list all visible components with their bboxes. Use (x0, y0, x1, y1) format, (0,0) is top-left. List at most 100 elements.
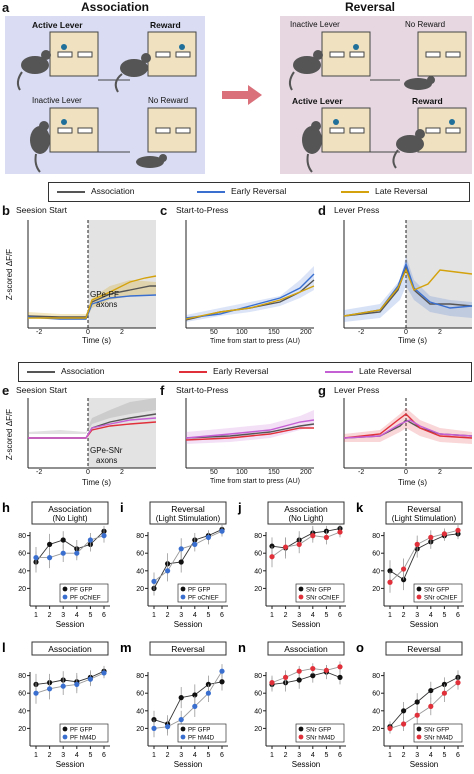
tick-c-4: 200 (300, 329, 312, 336)
panel-letter-g: g (318, 383, 326, 398)
y-tick-label: 60 (372, 691, 380, 698)
tick-f-3: 150 (268, 469, 280, 476)
data-point (178, 546, 184, 552)
data-point (74, 550, 80, 556)
data-point (87, 537, 93, 543)
tick-b-2: 0 (86, 329, 90, 336)
series-line-1 (389, 529, 459, 583)
series-line-1 (271, 666, 341, 684)
y-tick-label: 40 (254, 568, 262, 575)
x-tick-label: 2 (284, 612, 288, 619)
trace-late-reversal (185, 285, 315, 320)
panel-title-box (267, 641, 345, 656)
panel-h-xlabel: Session (56, 620, 84, 629)
tick-f-4: 200 (300, 469, 312, 476)
panel-f-title: Start-to-Press (176, 385, 229, 395)
x-tick-label: 2 (284, 752, 288, 759)
tick-b-3: 2 (120, 329, 124, 336)
tick-g-2: 0 (404, 469, 408, 476)
data-point (401, 577, 407, 583)
data-point (323, 667, 329, 673)
panel-k-xlabel: Session (410, 620, 438, 629)
lever-box-icon (321, 31, 371, 77)
x-tick-label: 6 (220, 752, 224, 759)
y-tick-label: 60 (18, 551, 26, 558)
series-line-1 (153, 530, 223, 582)
panel-title-box (267, 501, 345, 525)
legend-swatch-early-reversal (179, 371, 207, 373)
data-point (165, 568, 171, 574)
y-tick-label: 40 (136, 708, 144, 715)
series-line-0 (153, 529, 223, 589)
data-point (455, 527, 461, 533)
series-line-0 (35, 530, 105, 563)
panel-legend (295, 583, 345, 603)
data-point (192, 703, 198, 709)
panel-c-xlabel: Time from start to press (AU) (210, 338, 300, 345)
panel-c-title: Start-to-Press (176, 205, 229, 215)
y-tick-label: 20 (372, 586, 380, 593)
tick-e-1: -2 (36, 469, 43, 476)
legend-gpe-snr: Association Early Reversal Late Reversal (18, 362, 472, 382)
data-point (269, 680, 275, 686)
data-point (414, 712, 420, 718)
reward-box-icon (417, 31, 467, 77)
legend-label-2: SNr hM4D (306, 735, 335, 742)
x-tick-label: 1 (270, 752, 274, 759)
data-point (47, 686, 53, 692)
panel-title-box (385, 501, 463, 525)
trace-association (185, 423, 315, 439)
gpe-pf-traces (27, 220, 473, 329)
y-tick-label: 20 (136, 586, 144, 593)
tick-d-2: 0 (404, 329, 408, 336)
legend-marker (180, 594, 186, 600)
x-tick-label: 1 (34, 752, 38, 759)
x-tick-label: 1 (270, 612, 274, 619)
panel-letter-a: a (2, 0, 10, 15)
data-point (60, 550, 66, 556)
panel-b-xlabel: Time (s) (82, 336, 112, 345)
stim-shade (406, 220, 472, 328)
reversal-header: Reversal (344, 0, 396, 14)
x-tick-label: 5 (324, 752, 328, 759)
x-tick-label: 3 (61, 612, 65, 619)
data-point (310, 673, 316, 679)
tick-c-2: 100 (236, 329, 248, 336)
panel-j-title: Association (284, 504, 328, 514)
x-tick-label: 6 (220, 612, 224, 619)
panel-legend (177, 583, 227, 603)
legend-marker (62, 726, 68, 732)
trace-late-reversal (185, 419, 315, 439)
x-tick-label: 2 (402, 752, 406, 759)
y-tick-label: 20 (372, 726, 380, 733)
reversal-inactive-lever-label: Inactive Lever (290, 20, 340, 29)
y-tick-label: 20 (136, 726, 144, 733)
panel-e-note-1: GPe-SNr (90, 446, 123, 455)
trace-early-reversal (343, 413, 473, 439)
x-tick-label: 3 (61, 752, 65, 759)
legend-early-reversal: Early Reversal (213, 366, 269, 376)
x-tick-label: 6 (338, 752, 342, 759)
reward-box-icon (147, 107, 197, 153)
data-point (455, 680, 461, 686)
panel-g-title: Lever Press (334, 385, 380, 395)
panel-title-box (385, 641, 463, 656)
data-point (401, 566, 407, 572)
panel-e-xlabel: Time (s) (82, 478, 112, 487)
y-tick-label: 40 (18, 708, 26, 715)
data-point (101, 533, 107, 539)
panel-h-subtitle: (No Light) (52, 514, 87, 523)
panel-letter-f: f (160, 383, 165, 398)
legend-swatch-association (57, 191, 85, 193)
data-point (219, 668, 225, 674)
gpe-snr-traces (27, 398, 473, 469)
y-tick-label: 60 (136, 691, 144, 698)
data-point (337, 674, 343, 680)
behavior-schematic (16, 31, 467, 173)
panel-title-box (31, 501, 109, 525)
tick-f-2: 100 (236, 469, 248, 476)
legend-label-1: PF GFP (188, 587, 210, 594)
panel-legend (413, 723, 463, 743)
y-tick-label: 60 (18, 691, 26, 698)
